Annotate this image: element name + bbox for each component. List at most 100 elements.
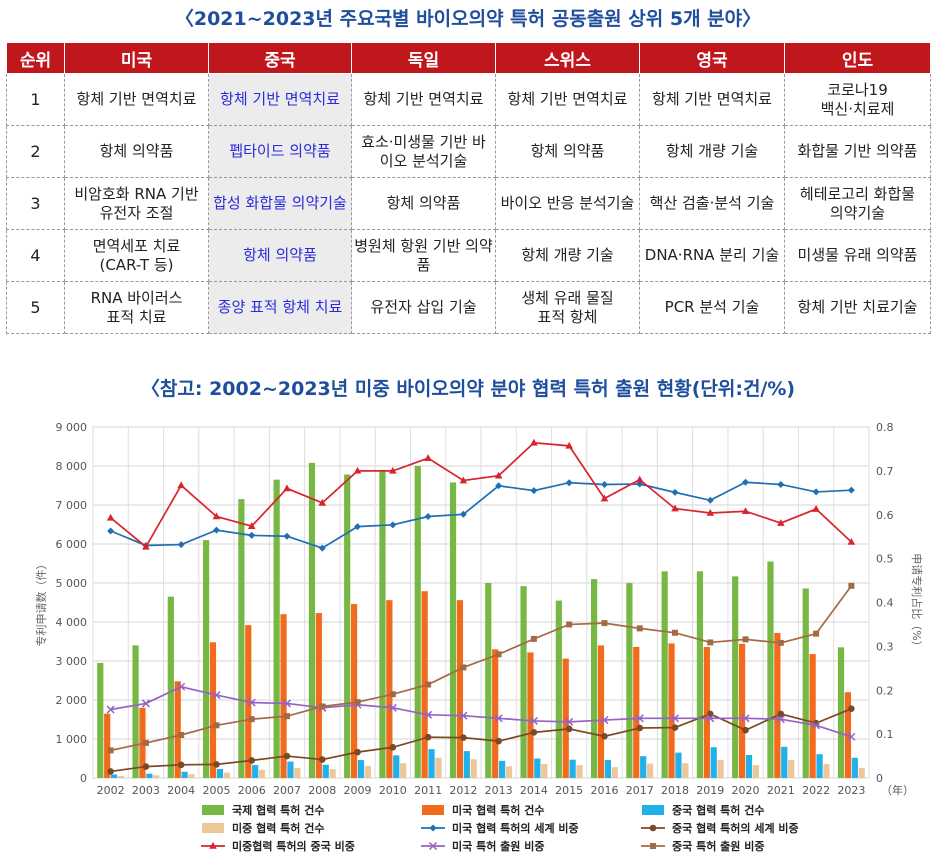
- bar-uscn: [329, 769, 336, 778]
- legend-label: 미국 협력 특허 건수: [452, 804, 545, 817]
- table-row: 4 면역세포 치료 (CAR-T 등) 항체 의약품 병원체 항원 기반 의약품 항체 개…: [6, 229, 931, 282]
- point-us_share: [706, 496, 714, 504]
- point-cn_share_in_uscn: [247, 522, 256, 529]
- bar-cn: [287, 761, 294, 778]
- bar-cn: [181, 771, 188, 778]
- bar-intl: [414, 466, 421, 778]
- bar-us: [492, 649, 499, 778]
- legend-swatch: [421, 824, 445, 832]
- bar-intl: [520, 586, 527, 778]
- point-cn_share_in_uscn: [741, 507, 750, 515]
- field-cell: 바이오 반응 분석기술: [495, 177, 640, 230]
- point-cn_share: [706, 710, 714, 718]
- rank-cell: 2: [6, 125, 65, 178]
- field-cell: 합성 화합물 의약기술: [208, 177, 352, 230]
- bar-uscn: [752, 765, 759, 778]
- field-cell: 헤테로고리 화합물 의약기술: [784, 177, 931, 230]
- point-cn_share: [213, 761, 220, 768]
- x-tick-label: 2011: [414, 784, 442, 797]
- point-cn_filing: [530, 635, 537, 642]
- x-tick-label: 2020: [732, 784, 760, 797]
- point-us_filing: [529, 716, 538, 725]
- bar-us: [668, 643, 675, 778]
- point-cn_share_in_uscn: [494, 471, 503, 479]
- field-cell: 항체 개량 기술: [639, 125, 785, 178]
- bar-uscn: [611, 767, 618, 778]
- bar-cn: [604, 760, 612, 778]
- point-us_filing: [847, 732, 856, 741]
- bar-us: [633, 646, 640, 778]
- table-row: 3 비암호화 RNA 기반 유전자 조절 합성 화합물 의약기술 항체 의약품 바이오 반…: [6, 177, 931, 230]
- x-tick-label: 2015: [555, 784, 583, 797]
- point-us_share: [600, 480, 608, 488]
- field-cell: 항체 기반 면역치료: [208, 73, 352, 126]
- point-cn_filing: [248, 716, 255, 723]
- bar-uscn: [858, 767, 865, 778]
- x-tick-label: 2017: [626, 784, 654, 797]
- bar-intl: [273, 479, 280, 778]
- field-cell: 항체 기반 면역치료: [351, 73, 496, 126]
- bar-uscn: [400, 763, 407, 778]
- bar-cn: [110, 774, 118, 778]
- legend-item-us_share: 미국 협력 특허의 세계 비중: [420, 820, 579, 836]
- bar-cn: [534, 758, 541, 778]
- legend-swatch: [201, 842, 225, 849]
- bar-cn: [428, 749, 435, 778]
- bar-us: [174, 681, 181, 778]
- point-cn_share: [248, 757, 256, 764]
- legend-item-cn_filing: 중국 특허 출원 비중: [640, 838, 764, 854]
- x-tick-label: 2016: [590, 784, 618, 797]
- rank-cell: 3: [6, 177, 65, 230]
- point-us_filing: [247, 698, 256, 707]
- bar-uscn: [576, 765, 583, 778]
- point-cn_share: [107, 768, 114, 775]
- bar-uscn: [117, 776, 125, 778]
- point-us_filing: [282, 699, 292, 708]
- legend-item-cn: 중국 협력 특허 건수: [640, 802, 764, 818]
- y-left-tick-label: 7 000: [56, 499, 88, 512]
- field-cell: RNA 바이러스 표적 치료: [64, 281, 209, 334]
- point-us_filing: [212, 691, 221, 700]
- field-cell: 항체 의약품: [64, 125, 209, 178]
- point-cn_share_in_uscn: [142, 542, 150, 550]
- point-cn_filing: [707, 639, 714, 646]
- x-tick-label: 2014: [520, 784, 548, 797]
- field-cell: 펩타이드 의약품: [208, 125, 352, 178]
- bar-cn: [640, 756, 647, 778]
- point-cn_share_in_uscn: [671, 504, 679, 512]
- bar-us: [209, 642, 217, 778]
- y-left-tick-label: 0: [80, 772, 87, 785]
- point-us_filing: [812, 721, 821, 730]
- collab-patent-chart: 0 1 000 2 000 3 000 4 000 5 000 6 000 7 000 8 00…: [34, 421, 924, 797]
- point-us_share: [424, 513, 432, 521]
- bar-uscn: [364, 765, 371, 778]
- legend-label: 중국 특허 출원 비중: [672, 840, 765, 853]
- x-tick-label: 2002: [97, 784, 125, 797]
- point-cn_share: [742, 726, 749, 734]
- point-cn_share: [636, 724, 644, 732]
- line-cn_share_in_uscn: [110, 441, 852, 549]
- field-cell: 면역세포 치료 (CAR-T 등): [64, 229, 209, 282]
- legend-label: 미국 특허 출원 비중: [452, 840, 545, 853]
- legend-item-us: 미국 협력 특허 건수: [420, 802, 544, 818]
- point-cn_share_in_uscn: [777, 519, 785, 526]
- y-right-tick-label: 0.4: [876, 597, 894, 610]
- bar-cn: [498, 760, 506, 778]
- point-cn_share_in_uscn: [530, 438, 538, 446]
- bar-uscn: [153, 775, 160, 778]
- point-cn_share_in_uscn: [106, 513, 115, 521]
- bar-intl: [344, 474, 351, 778]
- x-unit-label: （年）: [881, 783, 914, 797]
- field-cell: 항체 기반 면역치료: [64, 73, 209, 126]
- point-cn_share_in_uscn: [353, 466, 362, 474]
- field-cell: 항체 개량 기술: [495, 229, 640, 282]
- field-cell: 미생물 유래 의약품: [784, 229, 931, 282]
- x-tick-label: 2004: [167, 784, 195, 797]
- bar-intl: [485, 583, 492, 778]
- legend-swatch: [422, 805, 444, 815]
- bar-intl: [238, 499, 245, 778]
- x-tick-label: 2009: [344, 784, 372, 797]
- legend-swatch: [641, 843, 665, 849]
- bar-intl: [132, 645, 139, 778]
- field-cell: 비암호화 RNA 기반 유전자 조절: [64, 177, 209, 230]
